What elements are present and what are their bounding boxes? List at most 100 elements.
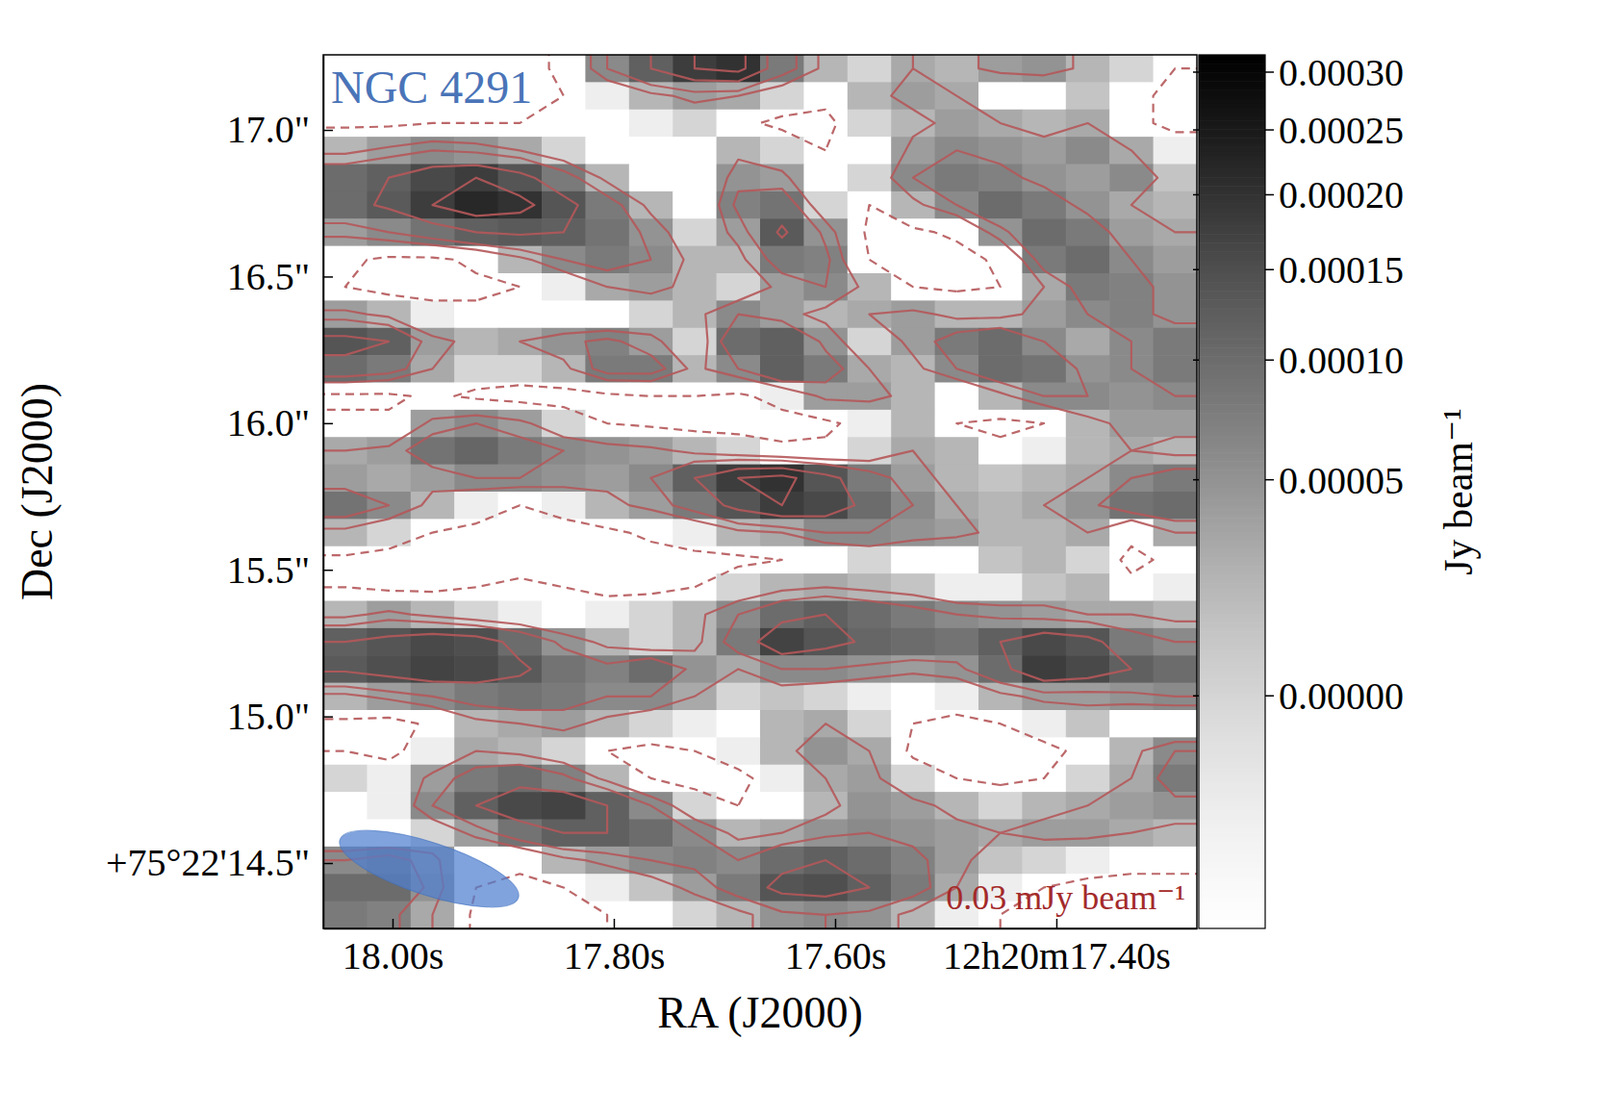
cell [1066, 164, 1111, 193]
cell [498, 683, 543, 712]
colorbar-swatch [1198, 199, 1266, 204]
cell [1066, 328, 1111, 356]
y-tick-label: 15.5" [227, 548, 310, 592]
colorbar-swatch [1198, 871, 1266, 877]
colorbar-tick-mark [1265, 71, 1274, 74]
colorbar-swatch [1198, 534, 1266, 540]
colorbar-swatch [1198, 312, 1266, 318]
colorbar-swatch [1198, 116, 1266, 122]
cell [716, 382, 762, 411]
colorbar-swatch [1198, 295, 1266, 301]
cell [716, 328, 762, 356]
cell [890, 300, 936, 329]
colorbar-swatch [1198, 448, 1266, 454]
cell [584, 164, 630, 193]
cell [978, 355, 1023, 383]
cell [1109, 409, 1154, 438]
cell [1066, 819, 1111, 848]
cell [584, 136, 630, 165]
colorbar-swatch [1198, 792, 1266, 798]
cell [978, 764, 1023, 793]
cell [935, 573, 980, 602]
cell [323, 355, 368, 383]
cell [1021, 464, 1067, 493]
colorbar-swatch [1198, 63, 1266, 69]
cell [1153, 491, 1197, 520]
cell [629, 601, 674, 630]
cell [716, 54, 762, 83]
colorbar-swatch [1198, 565, 1266, 571]
cell [584, 573, 630, 602]
cell [890, 409, 936, 438]
colorbar-swatch [1198, 627, 1266, 633]
colorbar-tick-label: 0.00020 [1278, 173, 1404, 217]
cell [1066, 546, 1111, 575]
colorbar: 0.000000.000050.000100.000150.000200.000… [1193, 50, 1481, 930]
y-tick-mark [323, 715, 333, 718]
cell [584, 218, 630, 247]
cell [498, 518, 543, 547]
cell [541, 655, 586, 684]
cell [760, 218, 805, 247]
cell [716, 546, 762, 575]
y-tick: 15.5" [227, 548, 333, 592]
colorbar-swatch [1198, 858, 1266, 864]
cell [847, 81, 892, 110]
colorbar-swatch [1198, 247, 1266, 253]
cell [978, 464, 1023, 493]
cell [1021, 546, 1067, 575]
colorbar-swatch [1198, 330, 1266, 335]
cell [1153, 246, 1197, 275]
cell [847, 409, 892, 438]
cell [541, 683, 586, 712]
cell [935, 736, 980, 765]
cell [541, 300, 586, 329]
x-tick: 17.80s [563, 918, 666, 978]
colorbar-swatch [1198, 491, 1266, 497]
colorbar-swatch [1198, 692, 1266, 698]
colorbar-swatch [1198, 290, 1266, 296]
cell [978, 791, 1023, 820]
colorbar-swatch [1198, 304, 1266, 309]
cell [672, 273, 717, 302]
cell [1153, 601, 1197, 630]
cell [890, 246, 936, 275]
cell [803, 54, 848, 83]
cell [629, 491, 674, 520]
colorbar-swatch [1198, 639, 1266, 645]
cell [1021, 81, 1067, 110]
cell [1066, 710, 1111, 738]
y-tick-mark [323, 863, 333, 865]
colorbar-swatch [1198, 59, 1266, 65]
colorbar-swatch [1198, 194, 1266, 200]
colorbar-tick-mark [1193, 694, 1199, 697]
colorbar-swatch [1198, 513, 1266, 519]
colorbar-swatch [1198, 273, 1266, 279]
colorbar-swatch [1198, 911, 1266, 916]
cell [410, 382, 456, 411]
colorbar-swatch [1198, 880, 1266, 886]
y-tick-label: 16.0" [227, 401, 310, 445]
cell [454, 546, 499, 575]
y-tick-mark [323, 276, 333, 279]
cell [935, 273, 980, 302]
cell [323, 710, 368, 738]
title: NGC 4291 [330, 61, 533, 113]
colorbar-swatch [1198, 605, 1266, 610]
colorbar-swatch [1198, 579, 1266, 585]
colorbar-swatch [1198, 863, 1266, 868]
cell [1153, 655, 1197, 684]
colorbar-tick-label: 0.00025 [1278, 108, 1404, 153]
cell [716, 819, 762, 848]
colorbar-swatch [1198, 596, 1266, 602]
colorbar-swatch [1198, 806, 1266, 812]
cell [978, 436, 1023, 465]
colorbar-swatch [1198, 508, 1266, 514]
colorbar-swatch [1198, 164, 1266, 170]
colorbar-swatch [1198, 548, 1266, 554]
cell [890, 464, 936, 493]
cell [629, 273, 674, 302]
colorbar-swatch [1198, 587, 1266, 593]
cell [498, 546, 543, 575]
cell [1153, 409, 1197, 438]
